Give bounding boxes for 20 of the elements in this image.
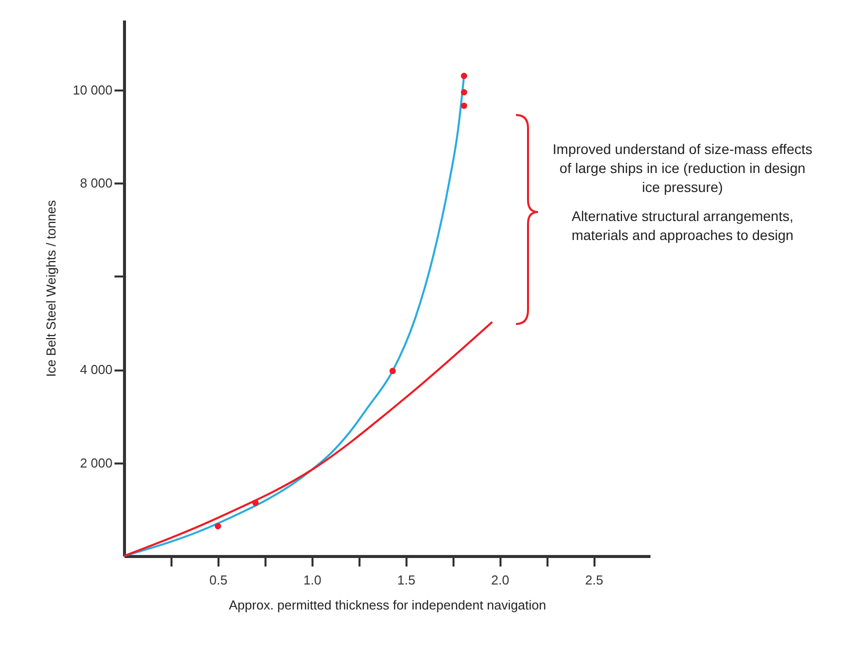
x-tick-label: 1.5 bbox=[397, 572, 416, 588]
x-tick-label: 1.0 bbox=[303, 572, 322, 588]
x-tick-label: 2.0 bbox=[491, 572, 510, 588]
x-axis-title: Approx. permitted thickness for independent navigation bbox=[228, 598, 546, 612]
y-tick-label: 4 000 bbox=[80, 362, 112, 378]
annotation: Improved understand of size-mass effects of large ships in ice (reduction in design ice pressure) bbox=[552, 140, 814, 197]
y-tick-label: 8 000 bbox=[80, 176, 112, 191]
line-series bbox=[123, 321, 494, 557]
x-tick-label: 0.5 bbox=[209, 572, 228, 588]
x-tick-label: 2.5 bbox=[585, 572, 604, 588]
point bbox=[460, 72, 468, 80]
point bbox=[460, 89, 468, 96]
point bbox=[389, 368, 396, 374]
annotation: Alternative structural arrangements, materials and approaches to design bbox=[570, 206, 794, 244]
point bbox=[252, 500, 259, 506]
y-tick-label: 2 000 bbox=[80, 455, 112, 470]
y-tick-label: 10 000 bbox=[72, 82, 112, 98]
point bbox=[214, 523, 222, 530]
point bbox=[460, 102, 468, 109]
y-axis-title: Ice Belt Steel Weights / tonnes bbox=[44, 200, 59, 377]
